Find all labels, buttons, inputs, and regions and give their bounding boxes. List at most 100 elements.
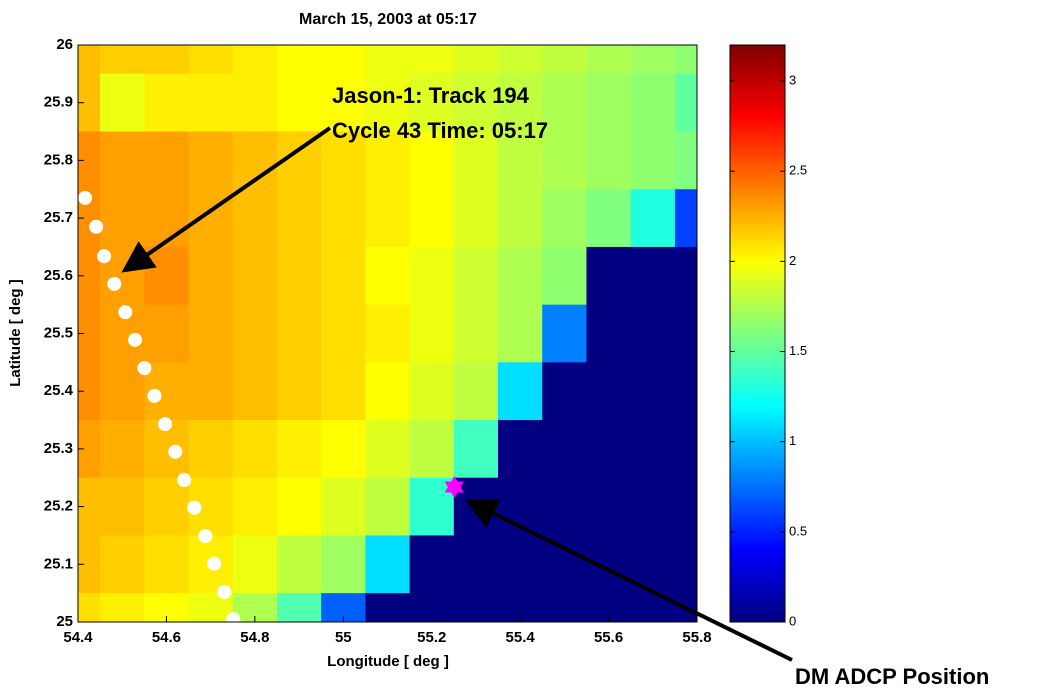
heatmap [78,45,697,622]
track-point [89,219,104,234]
heatmap-cell [586,189,632,248]
heatmap-cell [232,189,278,248]
track-point [198,529,213,544]
heatmap-cell [365,304,411,363]
heatmap-cell [144,535,190,594]
heatmap-cell [365,477,411,536]
heatmap-cell [409,362,455,421]
heatmap-cell [232,304,278,363]
track-point [158,417,173,432]
heatmap-cell [321,189,366,248]
y-tick-label: 25.1 [44,555,73,572]
heatmap-cell [409,420,455,479]
heatmap-cell [674,477,697,536]
heatmap-cell [542,304,587,363]
y-tick-label: 25.6 [44,267,73,284]
heatmap-cell [321,131,366,190]
heatmap-cell [365,362,411,421]
heatmap-cell [630,304,676,363]
heatmap-cell [100,420,145,479]
y-tick-label: 26 [56,36,73,53]
heatmap-cell [542,535,587,594]
heatmap-cell [78,73,101,133]
heatmap-cell [276,593,322,622]
heatmap-cell [321,73,366,133]
heatmap-cell [365,593,411,622]
y-tick-label: 25 [56,613,73,630]
heatmap-cell [542,73,587,133]
heatmap-cell [78,131,101,190]
heatmap-cell [586,45,632,75]
heatmap-cell [188,362,234,421]
heatmap-cell [586,304,632,363]
track-point [177,473,192,488]
heatmap-cell [78,593,101,622]
heatmap-cell [100,73,145,133]
heatmap-cell [409,45,455,75]
annotation-arrow [464,499,793,662]
heatmap-cell [630,45,676,75]
heatmap-cell [321,362,366,421]
heatmap-cell [674,73,697,133]
heatmap-cell [498,304,543,363]
heatmap-cell [674,189,697,248]
heatmap-cell [498,420,543,479]
heatmap-cell [542,477,587,536]
heatmap-cell [365,131,411,190]
station-marker-part [444,481,464,498]
heatmap-cell [365,420,411,479]
heatmap-cell [276,304,322,363]
station-marker [444,475,464,498]
heatmap-cell [321,535,366,594]
heatmap-cell [542,45,587,75]
heatmap-cell [232,45,278,75]
heatmap-cell [409,73,455,133]
heatmap-cell [674,535,697,594]
heatmap-cell [586,73,632,133]
colorbar-tick-label: 1.5 [789,343,807,358]
chart-title: March 15, 2003 at 05:17 [299,11,477,28]
heatmap-cell [409,131,455,190]
heatmap-cell [542,246,587,306]
heatmap-cell [100,535,145,594]
heatmap-cell [630,131,676,190]
heatmap-cell [674,362,697,421]
overlay [78,190,464,622]
y-tick-label: 25.8 [44,151,73,168]
heatmap-cell [188,73,234,133]
heatmap-cell [78,362,101,421]
heatmap-cell [630,73,676,133]
colorbar-tick-label: 2 [789,253,796,268]
heatmap-cell [586,246,632,306]
y-tick-label: 25.5 [44,324,73,341]
heatmap-cell [542,420,587,479]
track-point [187,500,202,515]
heatmap-cell [188,420,234,479]
heatmap-cell [100,362,145,421]
heatmap-cell [188,304,234,363]
heatmap-cell [630,362,676,421]
heatmap-cell [453,420,499,479]
track-point [118,305,133,320]
heatmap-cell [276,535,322,594]
heatmap-cell [78,420,101,479]
heatmap-cell [630,420,676,479]
x-tick-label: 55.8 [682,629,711,646]
colorbar-tick-label: 2.5 [789,163,807,178]
heatmap-cell [276,45,322,75]
heatmap-cell [188,246,234,306]
heatmap-cell [365,246,411,306]
heatmap-cell [453,535,499,594]
colorbar-tick-label: 3 [789,73,796,88]
track-point [207,556,222,571]
heatmap-cell [232,477,278,536]
heatmap-cell [409,189,455,248]
heatmap-cell [453,593,499,622]
heatmap-cell [78,304,101,363]
heatmap-cell [542,362,587,421]
heatmap-cell [276,477,322,536]
heatmap-cell [498,246,543,306]
heatmap-cell [144,73,190,133]
heatmap-cell [232,535,278,594]
heatmap-cell [100,45,145,75]
